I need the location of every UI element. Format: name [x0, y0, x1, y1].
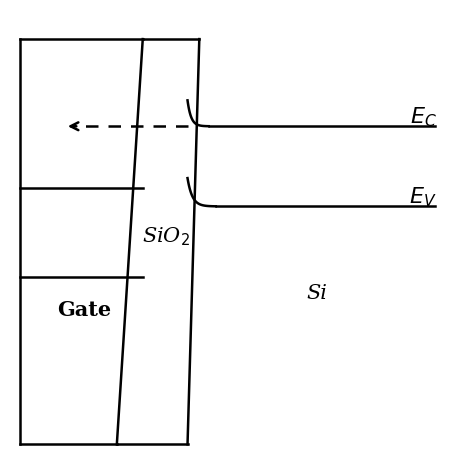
Text: SiO$_2$: SiO$_2$ [142, 226, 191, 248]
Text: $E_C$: $E_C$ [410, 105, 437, 128]
Text: Gate: Gate [57, 300, 111, 320]
Text: $E_V$: $E_V$ [410, 185, 437, 209]
Text: Si: Si [307, 284, 328, 303]
